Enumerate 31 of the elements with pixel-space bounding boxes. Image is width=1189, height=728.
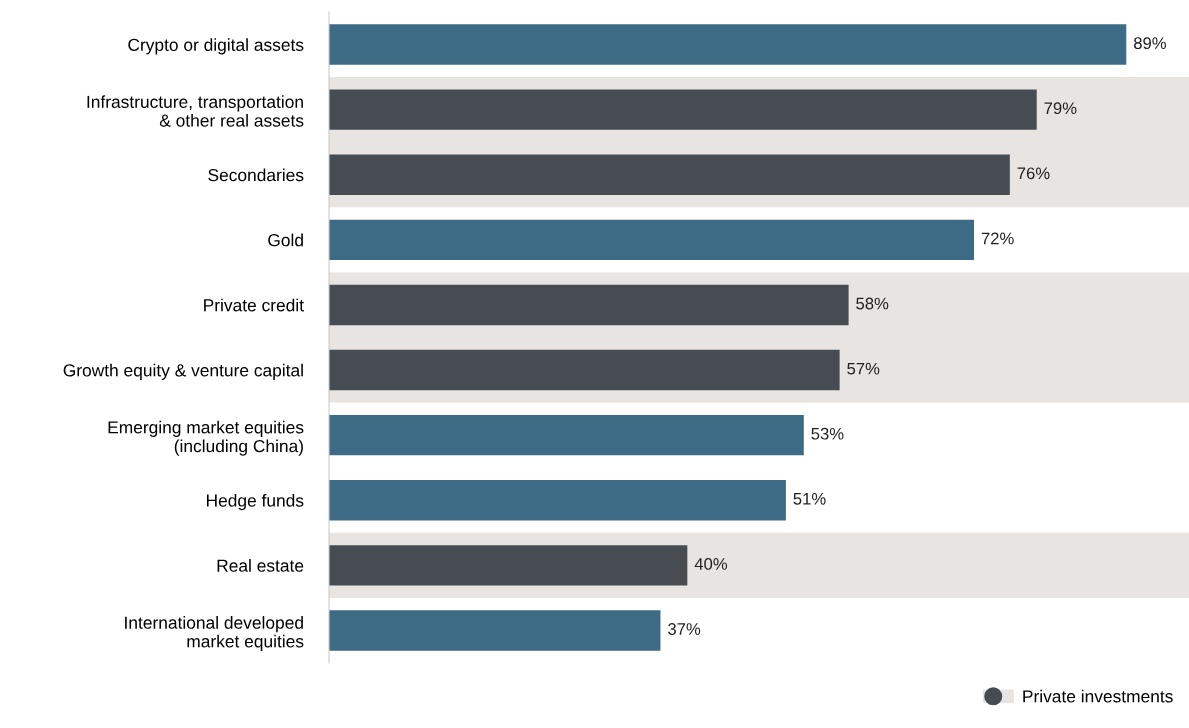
- data-label: 89%: [1133, 37, 1166, 50]
- y-tick-label: International developed market equities: [125, 616, 304, 651]
- bar: [329, 610, 661, 651]
- y-tick-label: Secondaries: [208, 168, 304, 182]
- bar: [329, 349, 840, 391]
- bar: [329, 414, 804, 456]
- data-label: 76%: [1017, 167, 1050, 180]
- bar: [329, 154, 1010, 195]
- y-tick-label: Hedge funds: [206, 493, 304, 511]
- data-label: 40%: [694, 558, 728, 570]
- data-label: 51%: [793, 492, 826, 505]
- y-tick-label: Growth equity & venture capital: [63, 363, 303, 380]
- y-tick-label: Emerging market equities (including China): [108, 420, 304, 456]
- bar: [329, 219, 974, 261]
- data-label: 79%: [1044, 102, 1077, 115]
- data-label: 53%: [811, 427, 844, 440]
- legend-label: Private investments: [1023, 689, 1173, 703]
- bar: [329, 89, 1037, 130]
- bar: [329, 480, 786, 521]
- data-label: 58%: [856, 297, 889, 310]
- y-tick-label: Private credit: [204, 298, 304, 312]
- data-label: 72%: [981, 232, 1014, 245]
- y-tick-label: Gold: [268, 233, 303, 247]
- bar: [329, 24, 1127, 65]
- y-tick-label: Crypto or digital assets: [128, 38, 304, 55]
- y-tick-label: Real estate: [217, 559, 304, 572]
- y-tick-label: Infrastructure, transportation & other real assets: [87, 95, 304, 127]
- bar: [329, 545, 688, 586]
- bar: [329, 284, 849, 326]
- data-label: 57%: [847, 362, 880, 375]
- data-label: 37%: [668, 623, 701, 635]
